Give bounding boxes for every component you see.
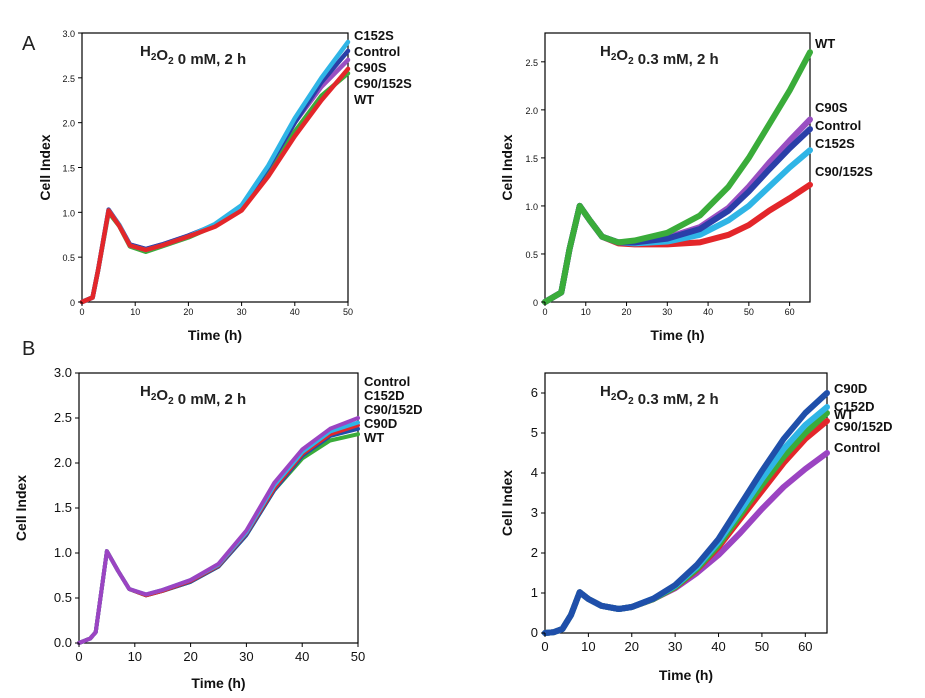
chart-title: H2O2 0.3 mM, 2 h bbox=[600, 43, 719, 68]
series-line-wt bbox=[542, 49, 813, 305]
y-tick-label: 2 bbox=[531, 545, 538, 560]
x-tick-label: 60 bbox=[785, 307, 795, 317]
y-tick-label: 0.5 bbox=[54, 590, 72, 605]
x-axis-label: Time (h) bbox=[650, 327, 704, 343]
plot-area bbox=[544, 372, 828, 634]
legend-label-control: Control bbox=[354, 44, 400, 59]
chart-b-0mm: 0 10 20 30 40 50 0.0 0.5 1.0 1.5 2.0 2.5 3.0 Time (h)… bbox=[13, 365, 423, 691]
chart-a-03mm: 0 10 20 30 40 50 60 0 0.5 1.0 1.5 2.0 2.5 Time (h) Cel… bbox=[499, 32, 873, 343]
x-tick-label: 0 bbox=[542, 307, 547, 317]
chart-title: H2O2 0 mM, 2 h bbox=[140, 43, 246, 68]
legend-label-c90d: C90D bbox=[834, 381, 867, 396]
y-axis-label: Cell Index bbox=[13, 475, 29, 541]
y-tick-label: 0.5 bbox=[62, 253, 75, 263]
y-tick-label: 1.5 bbox=[525, 154, 538, 164]
series-line-control bbox=[77, 416, 360, 645]
legend-label-c152s: C152S bbox=[815, 136, 855, 151]
legend-label-c152s: C152S bbox=[354, 28, 394, 43]
x-tick-label: 20 bbox=[183, 307, 193, 317]
y-tick-label: 3 bbox=[531, 505, 538, 520]
panel-label-a: A bbox=[22, 33, 36, 55]
x-tick-label: 10 bbox=[581, 307, 591, 317]
y-tick-label: 6 bbox=[531, 385, 538, 400]
chart-b-03mm: 0 10 20 30 40 50 60 0 1 2 3 4 5 6 Time (h) Cell Index H2… bbox=[499, 372, 893, 683]
panel-label-b: B bbox=[22, 338, 35, 360]
x-tick-label: 30 bbox=[668, 639, 682, 654]
plot-area bbox=[78, 372, 359, 644]
x-axis-label: Time (h) bbox=[659, 667, 713, 683]
x-tick-label: 20 bbox=[183, 649, 197, 664]
y-tick-label: 1 bbox=[531, 585, 538, 600]
y-tick-label: 1.5 bbox=[54, 500, 72, 515]
y-tick-label: 3.0 bbox=[62, 29, 75, 39]
series-line-c90-152s bbox=[79, 66, 351, 305]
y-tick-label: 2.0 bbox=[54, 455, 72, 470]
legend-label-c90d: C90D bbox=[364, 416, 397, 431]
x-tick-label: 0 bbox=[79, 307, 84, 317]
legend-label-c90-152s: C90/152S bbox=[354, 76, 412, 91]
x-tick-label: 0 bbox=[75, 649, 82, 664]
x-tick-label: 30 bbox=[239, 649, 253, 664]
legend-label-wt: WT bbox=[834, 407, 854, 422]
chart-a-0mm: 0 10 20 30 40 50 0 0.5 1.0 1.5 2.0 2.5 3.0 Time (h) Ce… bbox=[37, 28, 412, 343]
y-axis-label: Cell Index bbox=[499, 470, 515, 536]
y-tick-label: 3.0 bbox=[54, 365, 72, 380]
legend-label-control: Control bbox=[364, 374, 410, 389]
y-tick-label: 5 bbox=[531, 425, 538, 440]
legend-label-c90s: C90S bbox=[354, 60, 387, 75]
x-tick-label: 60 bbox=[798, 639, 812, 654]
x-tick-label: 50 bbox=[755, 639, 769, 654]
x-tick-label: 10 bbox=[128, 649, 142, 664]
y-axis-label: Cell Index bbox=[37, 134, 53, 200]
x-tick-label: 50 bbox=[744, 307, 754, 317]
plot-area bbox=[81, 32, 349, 303]
legend-label-c90-152s: C90/152S bbox=[815, 164, 873, 179]
x-tick-label: 0 bbox=[541, 639, 548, 654]
x-axis-label: Time (h) bbox=[191, 675, 245, 691]
x-tick-label: 50 bbox=[351, 649, 365, 664]
x-tick-label: 50 bbox=[343, 307, 353, 317]
legend-label-c90-152d: C90/152D bbox=[364, 402, 423, 417]
legend-label-wt: WT bbox=[815, 36, 835, 51]
legend-label-c152d: C152D bbox=[834, 399, 874, 414]
x-tick-label: 10 bbox=[581, 639, 595, 654]
legend-label-control: Control bbox=[834, 440, 880, 455]
legend-label-c90-152d: C90/152D bbox=[834, 419, 893, 434]
y-tick-label: 1.0 bbox=[54, 545, 72, 560]
y-tick-label: 1.0 bbox=[525, 202, 538, 212]
y-tick-label: 1.5 bbox=[62, 164, 75, 174]
x-axis-label: Time (h) bbox=[188, 327, 242, 343]
legend-label-c90s: C90S bbox=[815, 100, 848, 115]
x-tick-label: 40 bbox=[295, 649, 309, 664]
y-tick-label: 0 bbox=[533, 298, 538, 308]
y-tick-label: 0.5 bbox=[525, 250, 538, 260]
y-tick-label: 2.5 bbox=[54, 410, 72, 425]
y-tick-label: 2.5 bbox=[525, 58, 538, 68]
y-tick-label: 4 bbox=[531, 465, 538, 480]
x-tick-label: 20 bbox=[622, 307, 632, 317]
legend-label-wt: WT bbox=[354, 92, 374, 107]
x-tick-label: 20 bbox=[625, 639, 639, 654]
y-axis-label: Cell Index bbox=[499, 134, 515, 200]
legend-label-control: Control bbox=[815, 118, 861, 133]
legend-label-wt: WT bbox=[364, 430, 384, 445]
x-tick-label: 10 bbox=[130, 307, 140, 317]
x-tick-label: 40 bbox=[703, 307, 713, 317]
chart-title: H2O2 0.3 mM, 2 h bbox=[600, 383, 719, 408]
chart-title: H2O2 0 mM, 2 h bbox=[140, 383, 246, 408]
y-tick-label: 2.0 bbox=[525, 106, 538, 116]
y-tick-label: 0 bbox=[70, 298, 75, 308]
y-tick-label: 0 bbox=[531, 625, 538, 640]
y-tick-label: 2.5 bbox=[62, 74, 75, 84]
x-tick-label: 30 bbox=[662, 307, 672, 317]
y-tick-label: 2.0 bbox=[62, 119, 75, 129]
legend-label-c152d: C152D bbox=[364, 388, 404, 403]
x-tick-label: 30 bbox=[237, 307, 247, 317]
x-tick-label: 40 bbox=[711, 639, 725, 654]
series-line-c90d bbox=[542, 390, 830, 636]
y-tick-label: 0.0 bbox=[54, 635, 72, 650]
y-tick-label: 1.0 bbox=[62, 208, 75, 218]
x-tick-label: 40 bbox=[290, 307, 300, 317]
